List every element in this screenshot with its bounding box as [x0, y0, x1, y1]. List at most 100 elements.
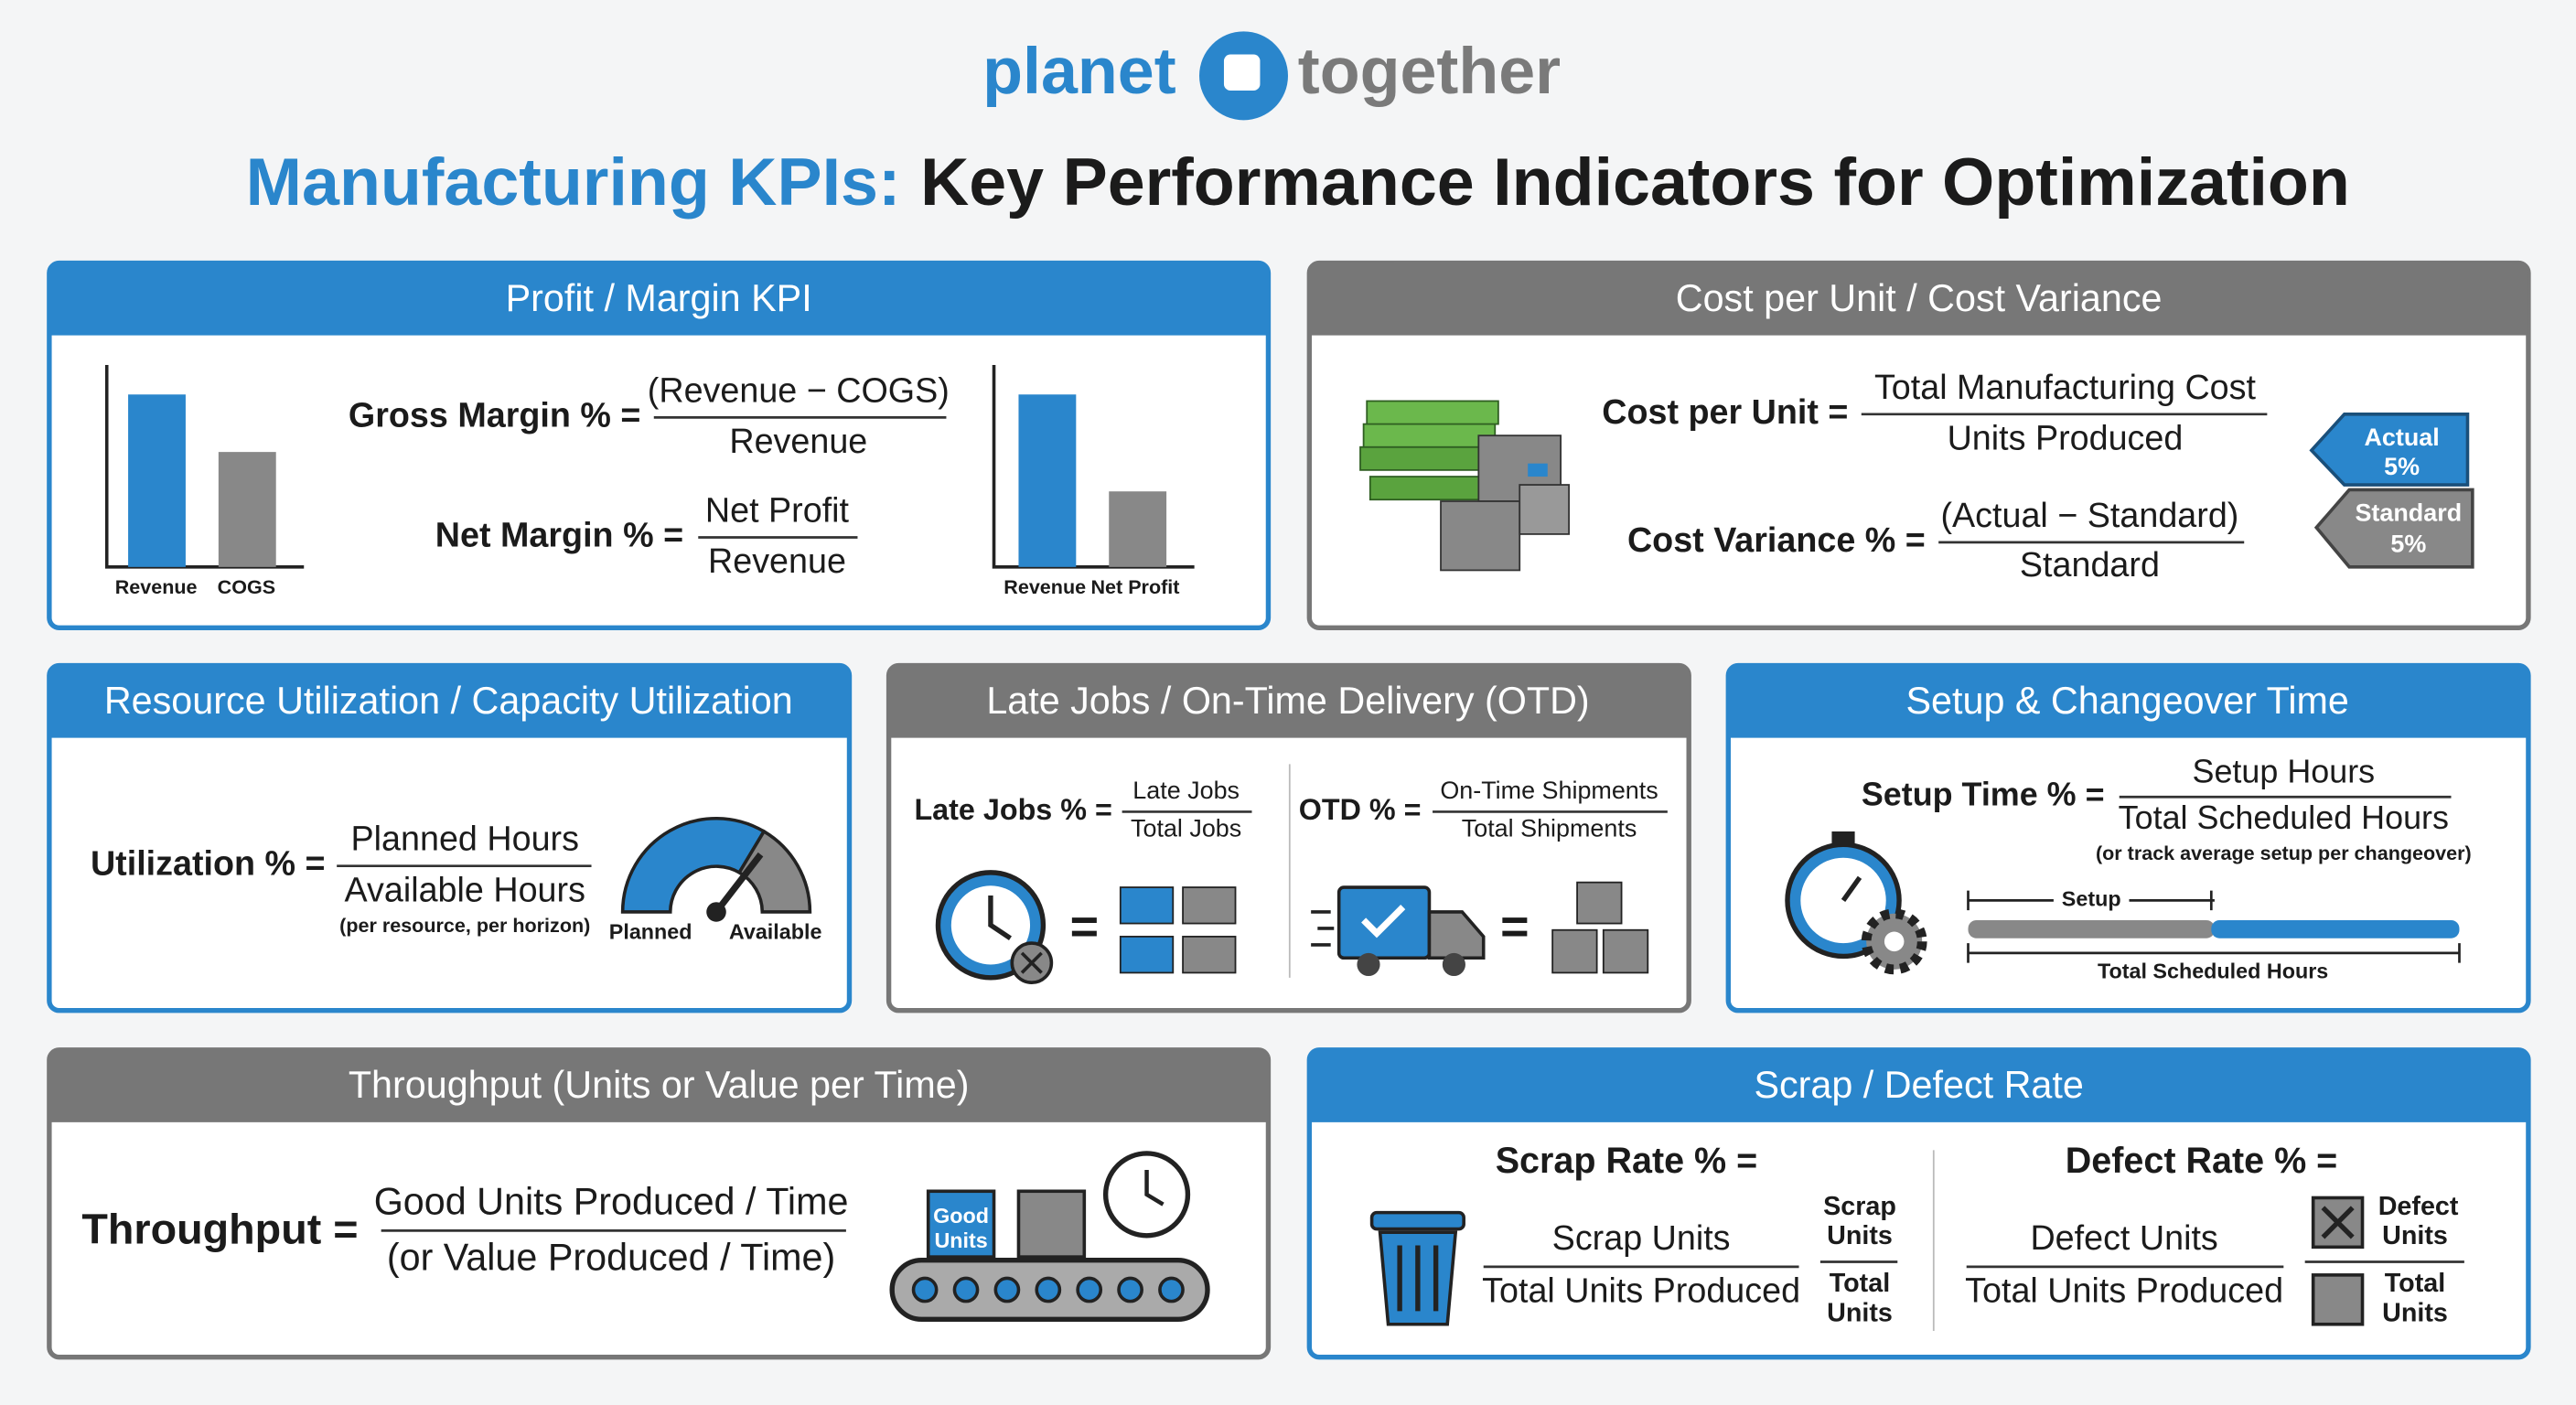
chart-label: Net Profit	[1090, 575, 1179, 598]
bar-label: Total Scheduled Hours	[2098, 960, 2328, 983]
box-label: Units	[934, 1228, 987, 1252]
panel-title: Profit / Margin KPI	[506, 277, 812, 319]
boxes-icon	[1551, 881, 1649, 974]
panel-frames	[47, 260, 2531, 1360]
formula-label: Gross Margin % =	[349, 395, 641, 434]
decoration	[1831, 831, 1855, 845]
chart-label: Revenue	[115, 575, 198, 598]
decoration	[1397, 1245, 1439, 1312]
formula-label: Cost Variance % =	[1627, 520, 1926, 559]
decoration	[1728, 665, 2528, 738]
formula-line: (or Value Produced / Time)	[387, 1237, 835, 1279]
stopwatch-icon	[1785, 831, 1927, 975]
legend-text: Units	[2382, 1299, 2448, 1328]
decoration	[1357, 952, 1380, 977]
decoration	[993, 1276, 1021, 1303]
denominator: Total Units Produced	[1482, 1271, 1800, 1310]
decoration	[1576, 881, 1623, 925]
decoration	[1117, 1276, 1143, 1303]
legend-text: Units	[1827, 1221, 1893, 1250]
decoration	[1309, 1049, 2528, 1122]
numerator: Planned Hours	[351, 820, 579, 858]
tag-name: Standard	[2355, 499, 2462, 526]
chart-label: Revenue	[1004, 575, 1086, 598]
formula-label: Scrap Rate % =	[1496, 1141, 1758, 1181]
decoration	[736, 829, 812, 914]
legend-text: Total	[1830, 1269, 1890, 1298]
decoration	[1119, 936, 1175, 974]
chart-label: COGS	[218, 575, 275, 598]
tag-standard	[2313, 488, 2474, 569]
setup-bar	[1968, 919, 2215, 938]
folders-icon	[1119, 886, 1237, 974]
numerator: Setup Hours	[2193, 753, 2376, 790]
legend-text: Units	[2382, 1221, 2448, 1250]
decoration	[1020, 951, 1043, 974]
conveyor-icon	[889, 1151, 1210, 1323]
decoration	[1528, 463, 1548, 477]
formula-label: Throughput =	[81, 1206, 358, 1253]
formula-label: Net Margin % =	[435, 515, 683, 553]
gauge-label: Available	[729, 919, 822, 943]
bar-icon	[104, 364, 305, 569]
decoration	[1551, 928, 1598, 974]
truck-icon	[1311, 885, 1486, 977]
panel-title: Late Jobs / On-Time Delivery (OTD)	[986, 680, 1589, 722]
decoration	[1109, 491, 1167, 567]
decoration	[48, 263, 1269, 336]
decoration	[1884, 931, 1905, 952]
formula-label: Setup Time % =	[1862, 776, 2105, 813]
legend-text: Scrap	[1823, 1192, 1896, 1221]
note: (or track average setup per changeover)	[2096, 842, 2472, 864]
decoration	[888, 665, 1690, 738]
denominator: Revenue	[729, 422, 867, 460]
tag-actual	[2309, 413, 2470, 487]
denominator: Available Hours	[345, 870, 585, 908]
formula-label: Utilization % =	[91, 844, 326, 883]
trash-icon	[1369, 1210, 1465, 1326]
decoration	[1361, 905, 1406, 938]
total-arrow	[1967, 943, 2461, 963]
tag-value: 5%	[2384, 453, 2420, 480]
numerator: Total Manufacturing Cost	[1874, 368, 2257, 406]
logo-left: planet	[982, 35, 1176, 108]
decoration	[1119, 886, 1175, 925]
denominator: Total Shipments	[1462, 814, 1637, 842]
panel-title: Cost per Unit / Cost Variance	[1676, 277, 2163, 319]
panel-title: Throughput (Units or Value per Time)	[349, 1064, 970, 1106]
formula-label: OTD % =	[1299, 793, 1422, 826]
numerator: (Actual − Standard)	[1940, 496, 2238, 534]
decoration	[48, 1049, 1269, 1122]
numerator: Late Jobs	[1132, 777, 1240, 804]
main-title: Manufacturing KPIs: Key Performance Indic…	[246, 144, 2350, 220]
decoration	[128, 394, 186, 567]
denominator: Total Scheduled Hours	[2119, 799, 2449, 836]
numerator: Defect Units	[2030, 1218, 2217, 1257]
gauge-label: Planned	[609, 919, 692, 943]
decoration	[988, 896, 1012, 940]
decoration	[2311, 1273, 2365, 1326]
decoration	[1309, 263, 2528, 336]
decoration	[1182, 936, 1237, 974]
formula-label: Cost per Unit =	[1602, 392, 1848, 431]
denominator: Units Produced	[1948, 419, 2184, 457]
decoration	[620, 816, 767, 914]
numerator: (Revenue − COGS)	[648, 370, 950, 409]
label-bg	[2053, 885, 2130, 916]
box-label: Good	[933, 1204, 989, 1228]
decoration	[1369, 1210, 1465, 1231]
decoration	[1366, 400, 1499, 425]
decoration	[1427, 910, 1486, 960]
decoration	[952, 1276, 980, 1303]
formula-label: Late Jobs % =	[914, 793, 1111, 826]
decoration	[48, 665, 850, 738]
decoration	[2321, 1206, 2355, 1239]
decoration	[1035, 1276, 1062, 1303]
gauge-icon	[620, 816, 812, 922]
denominator: Total Jobs	[1131, 814, 1241, 842]
numerator: On-Time Shipments	[1440, 777, 1658, 804]
title-highlight: Manufacturing KPIs:	[246, 144, 901, 220]
decoration	[1440, 500, 1521, 572]
numerator: Net Profit	[705, 491, 850, 530]
